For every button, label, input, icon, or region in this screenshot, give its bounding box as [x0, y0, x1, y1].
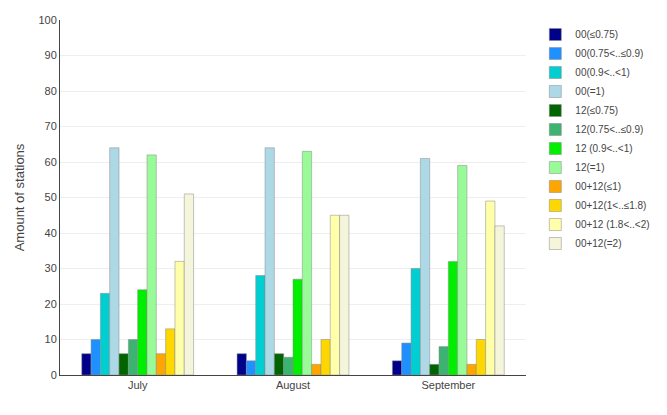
svg-text:40: 40 — [45, 227, 57, 239]
svg-text:00+12 (1.8<..<2): 00+12 (1.8<..<2) — [575, 219, 649, 230]
svg-text:12(0.75<..≤0.9): 12(0.75<..≤0.9) — [575, 124, 643, 135]
svg-text:90: 90 — [45, 49, 57, 61]
svg-text:10: 10 — [45, 333, 57, 345]
svg-text:August: August — [276, 379, 310, 391]
svg-text:100: 100 — [38, 14, 56, 26]
svg-text:July: July — [128, 379, 148, 391]
svg-text:80: 80 — [45, 85, 57, 97]
svg-text:00+12(1<..≤1.8): 00+12(1<..≤1.8) — [575, 200, 646, 211]
svg-text:20: 20 — [45, 298, 57, 310]
svg-text:September: September — [421, 379, 475, 391]
svg-text:00(=1): 00(=1) — [575, 86, 604, 97]
svg-text:00(0.75<..≤0.9): 00(0.75<..≤0.9) — [575, 48, 643, 59]
svg-text:00+12(=2): 00+12(=2) — [575, 238, 621, 249]
svg-text:60: 60 — [45, 156, 57, 168]
svg-text:70: 70 — [45, 120, 57, 132]
svg-text:30: 30 — [45, 262, 57, 274]
svg-text:12 (0.9<..<1): 12 (0.9<..<1) — [575, 143, 632, 154]
svg-text:00(≤0.75): 00(≤0.75) — [575, 29, 618, 40]
svg-text:50: 50 — [45, 191, 57, 203]
svg-text:12(=1): 12(=1) — [575, 162, 604, 173]
svg-text:00+12(≤1): 00+12(≤1) — [575, 181, 621, 192]
svg-text:Amount of stations: Amount of stations — [12, 143, 27, 251]
svg-text:0: 0 — [51, 369, 57, 381]
svg-text:00(0.9<..<1): 00(0.9<..<1) — [575, 67, 629, 78]
svg-text:12(≤0.75): 12(≤0.75) — [575, 105, 618, 116]
